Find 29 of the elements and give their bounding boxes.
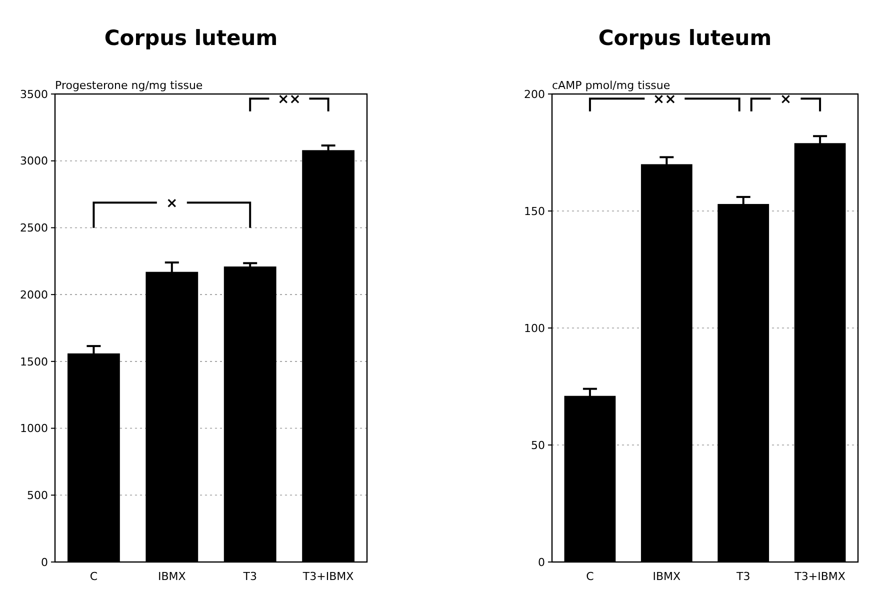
y-tick-label: 1000	[20, 422, 48, 436]
x-tick-label: T3+IBMX	[302, 570, 354, 583]
annotation: ×	[780, 92, 792, 108]
y-tick-label: 3000	[20, 154, 48, 168]
annotation: ××	[277, 92, 301, 108]
y-tick-label: 0	[538, 556, 545, 569]
x-tick-label: C	[586, 570, 594, 583]
x-tick-label: T3+IBMX	[794, 570, 846, 583]
x-tick-label: IBMX	[652, 570, 682, 583]
y-tick-label: 2000	[20, 288, 48, 302]
y-axis-title: cAMP pmol/mg tissue	[552, 79, 670, 92]
y-tick-label: 1500	[20, 355, 48, 368]
annotation: ××	[652, 92, 676, 108]
y-tick-label: 0	[41, 556, 48, 569]
y-tick-label: 500	[27, 488, 48, 502]
y-axis-title: Progesterone ng/mg tissue	[55, 79, 203, 92]
annotation: ×	[166, 195, 178, 212]
chart-title: Corpus luteum	[598, 26, 772, 50]
x-tick-label: T3	[242, 570, 257, 583]
y-tick-label: 3500	[20, 88, 48, 101]
y-tick-label: 50	[531, 438, 545, 452]
x-tick-label: IBMX	[158, 570, 186, 583]
chart-title: Corpus luteum	[104, 26, 278, 50]
x-tick-label: T3	[735, 570, 750, 583]
y-tick-label: 150	[524, 204, 545, 218]
y-tick-label: 2500	[20, 222, 48, 235]
x-tick-label: C	[90, 570, 98, 583]
y-tick-label: 200	[524, 88, 545, 101]
y-tick-label: 100	[524, 322, 545, 335]
